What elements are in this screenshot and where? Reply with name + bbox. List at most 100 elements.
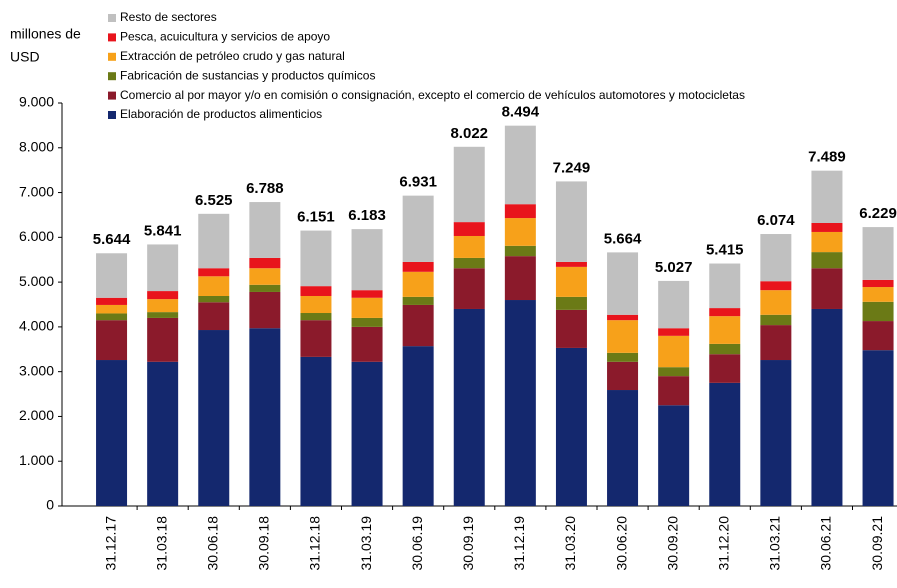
bar-segment [300,356,332,506]
bar-segment [607,320,639,353]
bar-segment [402,261,434,272]
bar-segment [760,314,792,326]
bar-segment [658,376,690,406]
bar-segment [658,280,690,329]
x-tick-label: 31.03.18 [153,516,169,571]
bar-segment [402,304,434,347]
legend-label: Elaboración de productos alimenticios [120,107,322,121]
y-tick-label: 7.000 [19,183,54,199]
x-tick-label: 31.03.20 [562,516,578,571]
x-tick-label: 30.06.19 [409,516,425,571]
bar-segment [658,335,690,368]
bar-segment [760,290,792,315]
bar-segment [709,316,741,344]
bar-segment [811,308,843,506]
bar-segment [96,320,128,361]
bar-segment [811,231,843,253]
bar-segment [453,146,485,223]
total-label: 7.249 [553,159,591,176]
bar-segment [147,291,179,300]
total-label: 6.788 [246,180,284,197]
bar-segment [351,290,383,298]
bar-segment [96,313,128,321]
bar-segment [198,268,230,277]
bar-segment [555,296,587,310]
x-tick-label: 31.03.21 [767,516,783,571]
y-tick-label: 2.000 [19,407,54,423]
bar-segment [300,313,332,321]
bar-segment [249,268,281,285]
bar-segment [300,230,332,287]
x-tick-label: 31.12.18 [307,516,323,571]
bar-segment [96,304,128,314]
bar-segment [607,314,639,321]
bar-segment [198,276,230,296]
y-tick-label: 3.000 [19,362,54,378]
total-label: 5.415 [706,241,744,258]
bar-segment [555,181,587,262]
bar-segment [351,297,383,318]
bar-segment [862,321,894,351]
legend-label: Extracción de petróleo crudo y gas natur… [120,49,345,63]
bar-segment [709,382,741,506]
bar-segment [760,325,792,361]
bar-segment [504,300,536,506]
bar-segment [351,326,383,362]
bar-segment [504,204,536,219]
legend-swatch [108,14,116,22]
total-label: 6.074 [757,212,795,229]
bar-segment [607,361,639,391]
bar-segment [198,213,230,269]
bar-segment [300,295,332,314]
x-tick-label: 30.06.21 [818,516,834,571]
bar-segment [811,252,843,269]
bar-segment [402,195,434,262]
y-tick-label: 5.000 [19,273,54,289]
total-label: 6.525 [195,192,233,209]
y-tick-label: 1.000 [19,452,54,468]
bar-segment [862,287,894,302]
x-tick-label: 31.12.20 [715,516,731,571]
x-tick-label: 31.12.17 [102,516,118,571]
y-tick-label: 6.000 [19,228,54,244]
bar-segment [760,281,792,291]
bar-segment [862,350,894,506]
bar-segment [249,284,281,292]
legend-swatch [108,111,116,119]
bar-segment [147,312,179,318]
bar-segment [96,297,128,305]
bar-segment [811,170,843,224]
bar-segment [658,328,690,336]
bar-segment [709,343,741,355]
bar-segment [709,263,741,309]
bar-segment [453,268,485,309]
bar-segment [811,223,843,232]
total-label: 5.841 [144,222,182,239]
bar-segment [402,296,434,305]
total-label: 5.644 [93,231,131,248]
bar-segment [555,261,587,267]
y-tick-label: 4.000 [19,318,54,334]
bar-segment [147,361,179,506]
bar-segment [862,301,894,322]
y-axis-label: millones de [10,26,81,42]
bar-segment [249,291,281,329]
bar-segment [607,252,639,315]
bar-segment [811,268,843,309]
y-tick-label: 0 [46,497,54,513]
y-axis-label: USD [10,49,40,65]
bar-segment [453,235,485,258]
bar-segment [402,271,434,297]
legend-swatch [108,91,116,100]
bar-segment [351,229,383,291]
bar-segment [198,295,230,303]
y-tick-label: 9.000 [19,94,54,110]
total-label: 6.931 [399,174,437,191]
legend-label: Pesca, acuicultura y servicios de apoyo [120,30,330,44]
bar-segment [147,244,179,292]
legend-swatch [108,72,116,81]
x-tick-label: 30.06.18 [204,516,220,571]
x-tick-label: 30.09.18 [256,516,272,571]
bar-segment [709,354,741,383]
x-tick-label: 30.09.20 [664,516,680,571]
